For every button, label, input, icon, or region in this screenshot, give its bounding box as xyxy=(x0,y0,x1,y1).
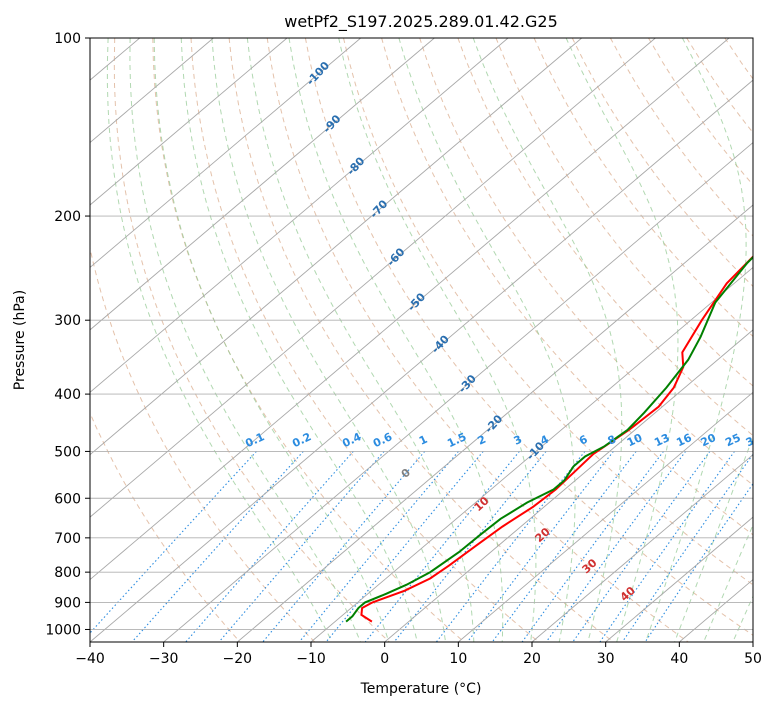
mixing-ratio-line xyxy=(131,451,304,642)
y-tick-label: 600 xyxy=(54,491,81,507)
x-tick-label: 50 xyxy=(744,651,762,667)
x-tick-label: −40 xyxy=(75,651,105,667)
isotherm-line xyxy=(237,204,753,642)
isotherm-line xyxy=(90,79,753,642)
mixing-ratio-label: 10 xyxy=(625,431,645,449)
mixing-ratio-label: 13 xyxy=(652,431,671,449)
mixing-ratio-line xyxy=(393,451,547,642)
moist-adiabat xyxy=(338,38,537,642)
mixing-ratio-line xyxy=(364,451,520,642)
mixing-ratio-line xyxy=(621,453,753,642)
y-tick-label: 800 xyxy=(54,565,81,581)
dry-adiabat xyxy=(228,38,614,642)
dry-adiabat xyxy=(266,38,689,642)
isotherm-line xyxy=(90,38,509,393)
mixing-ratio-label: 25 xyxy=(723,431,742,449)
dry-adiabat xyxy=(343,38,753,586)
mixing-ratio-line xyxy=(325,451,484,642)
isotherm-line xyxy=(90,38,362,269)
dry-adiabat xyxy=(495,38,753,387)
dry-adiabat xyxy=(90,245,316,642)
y-tick-label: 700 xyxy=(54,531,81,547)
moist-adiabat xyxy=(398,38,576,642)
y-tick-label: 100 xyxy=(54,31,81,47)
x-tick-label: 20 xyxy=(523,651,541,667)
moist-adiabat xyxy=(211,38,446,642)
moist-adiabat xyxy=(180,38,418,642)
mixing-ratio-line xyxy=(90,451,257,634)
x-tick-label: 40 xyxy=(670,651,688,667)
dewpoint-line xyxy=(345,255,753,623)
x-axis-label: Temperature (°C) xyxy=(360,681,482,697)
y-axis-label: Pressure (hPa) xyxy=(12,290,28,390)
mixing-ratio-label: 30 xyxy=(744,431,764,449)
x-tick-label: −10 xyxy=(296,651,326,667)
mixing-ratio-line xyxy=(435,451,586,642)
moist-adiabat xyxy=(645,38,747,642)
isotherm-line xyxy=(163,141,753,642)
dry-adiabat xyxy=(113,38,390,642)
mixing-ratio-line xyxy=(218,451,385,642)
temperature-line xyxy=(360,255,753,623)
moist-adiabat xyxy=(246,38,475,642)
moist-adiabat xyxy=(472,38,623,642)
moist-adiabat xyxy=(129,38,361,642)
plot-frame xyxy=(89,37,754,643)
moist-adiabat xyxy=(106,38,333,642)
x-tick-label: −30 xyxy=(149,651,179,667)
moist-adiabat xyxy=(288,38,504,642)
x-tick-label: 30 xyxy=(597,651,615,667)
dry-adiabat xyxy=(457,38,753,437)
isotherm-line xyxy=(531,454,753,642)
mixing-ratio-label: 16 xyxy=(674,431,694,449)
isotherm-line xyxy=(90,38,656,518)
mixing-ratio-label: 20 xyxy=(699,431,719,449)
isotherm-line xyxy=(458,391,753,642)
y-tick-label: 900 xyxy=(54,595,81,611)
moist-adiabat xyxy=(674,435,753,642)
y-tick-label: 1000 xyxy=(45,622,81,638)
y-tick-label: 200 xyxy=(54,209,81,225)
isotherm-line xyxy=(90,38,288,206)
isotherm-line xyxy=(90,38,435,331)
dry-adiabat xyxy=(152,38,465,642)
isotherm-line xyxy=(310,266,753,642)
y-tick-label: 400 xyxy=(54,387,81,403)
x-tick-label: 10 xyxy=(449,651,467,667)
isotherm-line xyxy=(605,516,753,642)
x-tick-label: 0 xyxy=(380,651,389,667)
mixing-ratio-line xyxy=(298,451,459,642)
dry-adiabat xyxy=(304,38,753,636)
mixing-ratio-line xyxy=(521,451,664,642)
isotherm-line xyxy=(90,38,583,456)
isotherm-line xyxy=(384,329,753,642)
dry-adiabat xyxy=(190,38,540,642)
dry-adiabat xyxy=(381,38,753,536)
isotherm-line xyxy=(90,38,730,581)
chart-title: wetPf2_S197.2025.289.01.42.G25 xyxy=(284,12,558,32)
y-tick-label: 500 xyxy=(54,444,81,460)
mixing-ratio-line xyxy=(262,451,426,642)
y-tick-label: 300 xyxy=(54,313,81,329)
mixing-ratio-line xyxy=(599,451,735,642)
x-tick-label: −20 xyxy=(223,651,253,667)
isotherm-line xyxy=(90,38,214,144)
